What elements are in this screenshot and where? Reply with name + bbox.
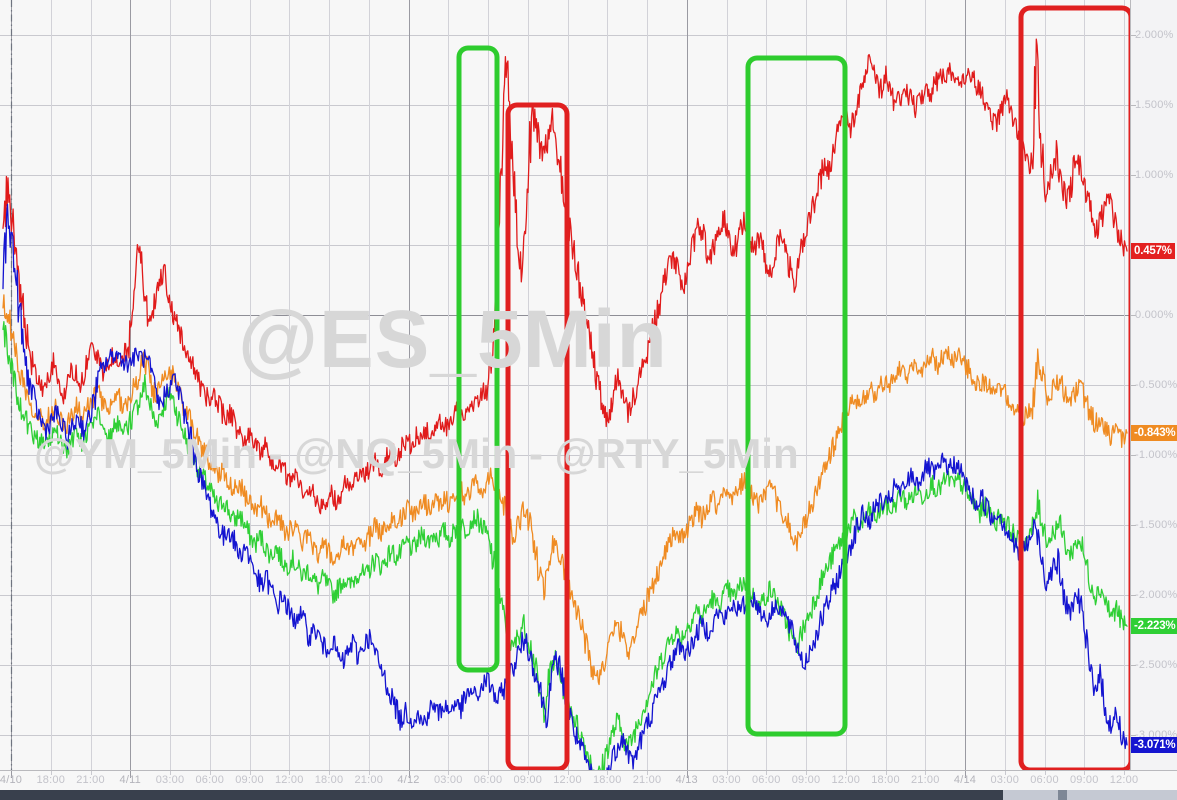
green-highlight-2[interactable] bbox=[745, 55, 848, 737]
time-axis-label: 4/14 bbox=[953, 774, 977, 786]
time-axis-label: 06:00 bbox=[195, 774, 225, 786]
time-axis-tick-mark bbox=[130, 771, 131, 778]
time-axis-tick-mark bbox=[250, 771, 251, 775]
time-axis-tick-mark bbox=[965, 771, 966, 778]
time-axis-tick-mark bbox=[687, 771, 688, 778]
price-flag[interactable]: 0.457% bbox=[1131, 243, 1175, 260]
price-axis-tick-mark bbox=[1131, 175, 1136, 176]
time-axis-tick-mark bbox=[647, 771, 648, 775]
price-axis-tick-mark bbox=[1131, 455, 1136, 456]
time-axis-tick-mark bbox=[1005, 771, 1006, 775]
time-axis-tick-mark bbox=[488, 771, 489, 775]
price-axis-label: -1.000% bbox=[1135, 449, 1177, 461]
time-axis-tick-mark bbox=[11, 771, 12, 778]
time-axis-tick-mark bbox=[568, 771, 569, 775]
time-axis-label: 03:00 bbox=[712, 774, 741, 786]
time-axis-tick-mark bbox=[727, 771, 728, 775]
green-highlight-1[interactable] bbox=[456, 45, 500, 673]
time-axis-label: 21:00 bbox=[354, 774, 384, 786]
price-axis-label: -2.500% bbox=[1135, 659, 1177, 671]
time-axis-label: 09:00 bbox=[1069, 774, 1099, 786]
price-flag[interactable]: -3.071% bbox=[1131, 736, 1177, 753]
time-axis-label: 06:00 bbox=[751, 774, 781, 786]
time-axis-label: 21:00 bbox=[632, 774, 662, 786]
time-axis-label: 4/12 bbox=[397, 774, 420, 786]
time-axis-tick-mark bbox=[409, 771, 410, 778]
time-axis-label: 09:00 bbox=[513, 774, 543, 786]
red-highlight-1[interactable] bbox=[505, 102, 570, 770]
time-axis-tick-mark bbox=[210, 771, 211, 775]
price-axis-label: 1.000% bbox=[1135, 169, 1174, 181]
time-axis-label: 09:00 bbox=[791, 774, 821, 786]
footer-bar bbox=[0, 790, 1177, 800]
time-axis-tick-mark bbox=[846, 771, 847, 775]
price-flag[interactable]: -2.223% bbox=[1131, 618, 1177, 635]
time-axis-tick-mark bbox=[528, 771, 529, 775]
time-axis-tick-mark bbox=[91, 771, 92, 775]
time-axis-label: 06:00 bbox=[473, 774, 503, 786]
time-axis-tick-mark bbox=[1084, 771, 1085, 775]
time-axis-tick-mark bbox=[369, 771, 370, 775]
time-axis-tick-mark bbox=[886, 771, 887, 775]
time-axis-label: 12:00 bbox=[831, 774, 861, 786]
time-axis-label: 03:00 bbox=[433, 774, 463, 786]
price-axis-tick-mark bbox=[1131, 385, 1136, 386]
price-axis-tick-mark bbox=[1131, 315, 1136, 316]
price-axis-tick-mark bbox=[1131, 525, 1136, 526]
price-axis[interactable]: 2.000% 1.500% 1.000% 0.000% -0.500% -1.000% -1… bbox=[1130, 0, 1177, 770]
time-axis-tick-mark bbox=[329, 771, 330, 775]
time-axis[interactable]: 4/10 18:00 21:00 4/11 03:00 06:00 09:00 12:00 18… bbox=[0, 770, 1177, 790]
time-axis-tick-mark bbox=[170, 771, 171, 775]
time-axis-label: 06:00 bbox=[1030, 774, 1059, 786]
grid-lines bbox=[0, 0, 1130, 770]
time-axis-tick-mark bbox=[1124, 771, 1125, 775]
chart-plot-area[interactable] bbox=[0, 0, 1130, 770]
price-axis-label: -1.500% bbox=[1135, 519, 1177, 531]
price-axis-tick-mark bbox=[1131, 35, 1136, 36]
time-axis-tick-mark bbox=[289, 771, 290, 775]
time-axis-tick-mark bbox=[766, 771, 767, 775]
price-axis-tick-mark bbox=[1131, 735, 1136, 736]
price-axis-tick-mark bbox=[1131, 105, 1136, 106]
time-axis-label: 18:00 bbox=[592, 774, 622, 786]
price-axis-tick-mark bbox=[1131, 665, 1136, 666]
price-axis-label: -0.500% bbox=[1135, 379, 1177, 391]
price-axis-label: 1.500% bbox=[1135, 99, 1174, 111]
time-axis-tick-mark bbox=[925, 771, 926, 775]
time-axis-label: 4/13 bbox=[675, 774, 698, 786]
time-axis-label: 09:00 bbox=[235, 774, 264, 786]
scrollbar-resize-grip[interactable] bbox=[1058, 790, 1067, 800]
time-axis-tick-mark bbox=[51, 771, 52, 775]
time-axis-tick-mark bbox=[806, 771, 807, 775]
time-axis-label: 12:00 bbox=[274, 774, 304, 786]
time-axis-label: 18:00 bbox=[314, 774, 344, 786]
time-axis-label: 4/10 bbox=[0, 774, 23, 786]
price-axis-tick-mark bbox=[1131, 595, 1136, 596]
time-axis-tick-mark bbox=[448, 771, 449, 775]
time-axis-label: 18:00 bbox=[36, 774, 66, 786]
time-axis-label: 03:00 bbox=[990, 774, 1020, 786]
price-axis-label: -2.000% bbox=[1135, 589, 1177, 601]
time-axis-label: 21:00 bbox=[76, 774, 105, 786]
time-axis-label: 12:00 bbox=[553, 774, 582, 786]
price-flag[interactable]: -0.843% bbox=[1131, 425, 1177, 442]
time-axis-tick-mark bbox=[1045, 771, 1046, 775]
time-axis-label: 03:00 bbox=[155, 774, 185, 786]
price-axis-label: 0.000% bbox=[1135, 309, 1174, 321]
annotations-group bbox=[456, 5, 1130, 770]
time-axis-label: 4/11 bbox=[119, 774, 141, 786]
time-axis-label: 12:00 bbox=[1109, 774, 1139, 786]
chart-canvas bbox=[0, 0, 1130, 770]
time-axis-label: 21:00 bbox=[910, 774, 940, 786]
red-highlight-2[interactable] bbox=[1018, 5, 1130, 770]
price-axis-label: 2.000% bbox=[1135, 29, 1174, 41]
time-axis-label: 18:00 bbox=[871, 774, 900, 786]
horizontal-scrollbar-thumb[interactable] bbox=[1003, 790, 1177, 800]
time-axis-tick-mark bbox=[607, 771, 608, 775]
